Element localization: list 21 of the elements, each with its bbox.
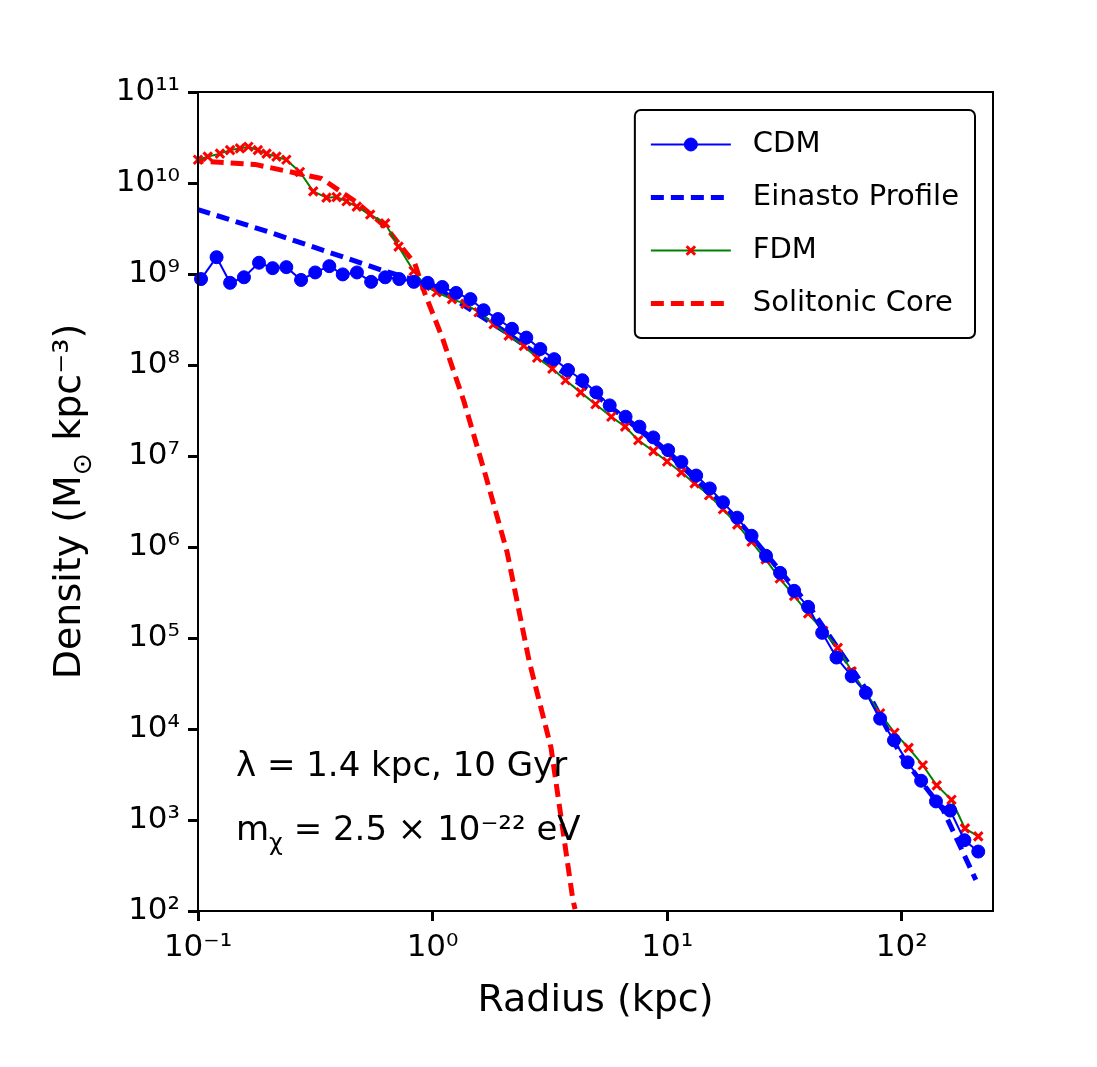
y-tick-label: 10⁷ [128,435,180,472]
legend-label: CDM [752,125,821,160]
y-tick-label: 10⁵ [128,617,180,654]
annotation: λ = 1.4 kpc, 10 Gyr [236,744,568,784]
y-tick-label: 10³ [128,799,180,836]
x-tick-label: 10¹ [641,926,694,963]
x-axis-title: Radius (kpc) [477,976,714,1020]
legend-label: Einasto Profile [752,178,960,213]
y-tick-label: 10⁸ [128,344,180,381]
y-tick-label: 10² [128,890,180,927]
y-axis-title: Density (M⊙ kpc⁻³) [45,323,98,680]
legend-label: Solitonic Core [752,284,953,319]
y-tick-label: 10⁴ [128,708,180,745]
y-tick-label: 10⁹ [128,253,180,290]
y-tick-label: 10¹¹ [115,71,180,108]
y-tick-label: 10⁶ [128,526,180,563]
x-tick-label: 10² [875,926,928,963]
legend-label: FDM [752,231,817,266]
y-tick-label: 10¹⁰ [115,162,180,199]
x-tick-label: 10⁻¹ [163,926,233,963]
x-tick-label: 10⁰ [406,926,459,963]
